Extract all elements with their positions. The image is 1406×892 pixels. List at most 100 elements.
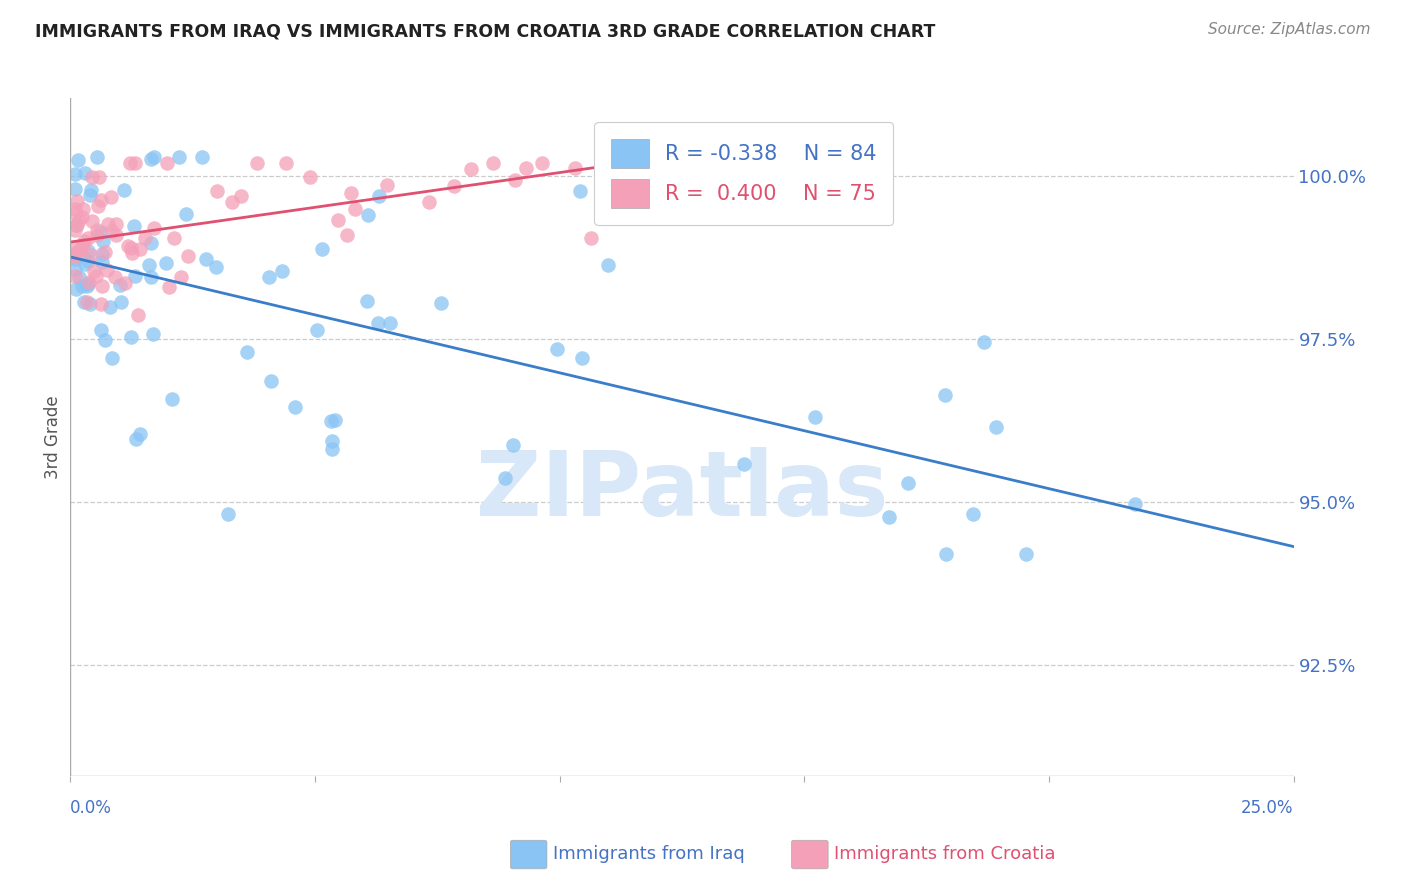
Point [321,414,343,428]
Point [80,183,103,197]
Point [96,262,118,277]
Point [733,457,755,471]
Point [482,156,505,170]
Point [298,170,321,185]
Point [246,156,269,170]
Point [127,308,149,322]
Point [77,275,100,289]
Point [72,202,94,216]
Point [90,297,112,311]
Point [143,221,166,235]
Point [77,231,100,245]
Point [973,335,995,350]
Point [77,244,100,259]
Point [80,214,103,228]
Point [86,199,108,213]
Point [194,252,217,267]
Point [86,150,108,164]
Text: Source: ZipAtlas.com: Source: ZipAtlas.com [1208,22,1371,37]
Point [505,173,527,187]
Legend: R = -0.338    N = 84, R =  0.400    N = 75: R = -0.338 N = 84, R = 0.400 N = 75 [595,122,893,225]
Point [159,280,181,294]
Point [66,218,89,232]
Point [515,161,537,175]
Point [344,202,367,216]
Point [63,167,86,181]
Point [72,238,94,252]
Point [257,269,280,284]
Point [100,300,122,314]
Point [326,213,349,227]
Point [63,268,86,283]
Point [67,213,90,227]
Point [325,412,347,426]
Point [142,150,165,164]
Point [139,152,162,166]
Point [155,256,177,270]
Point [190,150,212,164]
Point [571,351,593,365]
Point [221,194,243,209]
Point [84,268,107,283]
Point [205,184,228,198]
Point [460,162,482,177]
Point [375,178,398,192]
Point [65,218,87,232]
Point [502,438,524,452]
Point [63,206,86,220]
Point [104,270,127,285]
Point [367,189,389,203]
Point [443,179,465,194]
Point [90,323,112,337]
Point [83,264,105,278]
Point [120,330,142,344]
Point [260,374,283,388]
Point [63,249,86,263]
Point [63,262,86,277]
Point [167,150,190,164]
Point [80,248,103,262]
Y-axis label: 3rd Grade: 3rd Grade [44,395,62,479]
Point [79,188,101,202]
Point [141,236,163,251]
Point [124,269,146,284]
Point [76,279,98,293]
Point [564,161,586,175]
Point [72,294,94,309]
Point [229,188,252,202]
Point [120,156,142,170]
Point [340,186,363,200]
Point [321,434,343,449]
Point [170,269,193,284]
Point [546,343,568,357]
Point [86,223,108,237]
Text: IMMIGRANTS FROM IRAQ VS IMMIGRANTS FROM CROATIA 3RD GRADE CORRELATION CHART: IMMIGRANTS FROM IRAQ VS IMMIGRANTS FROM … [35,22,935,40]
Point [138,258,160,272]
Text: ZIPatlas: ZIPatlas [475,447,889,535]
Point [1015,548,1038,562]
Point [579,231,602,245]
Point [934,388,956,402]
Point [91,279,114,293]
Point [367,316,389,330]
Point [177,249,200,263]
Point [108,278,131,293]
Point [236,344,259,359]
Point [104,228,127,243]
Point [120,241,142,255]
Point [63,246,86,260]
Point [89,169,111,184]
Point [104,217,127,231]
Point [139,269,162,284]
Point [217,508,239,522]
Point [97,218,120,232]
Point [77,254,100,268]
Point [430,296,453,310]
Point [125,432,148,446]
Point [101,224,124,238]
Point [935,548,957,562]
Point [129,242,152,256]
Point [160,392,183,406]
Point [75,257,97,271]
Point [174,206,197,220]
